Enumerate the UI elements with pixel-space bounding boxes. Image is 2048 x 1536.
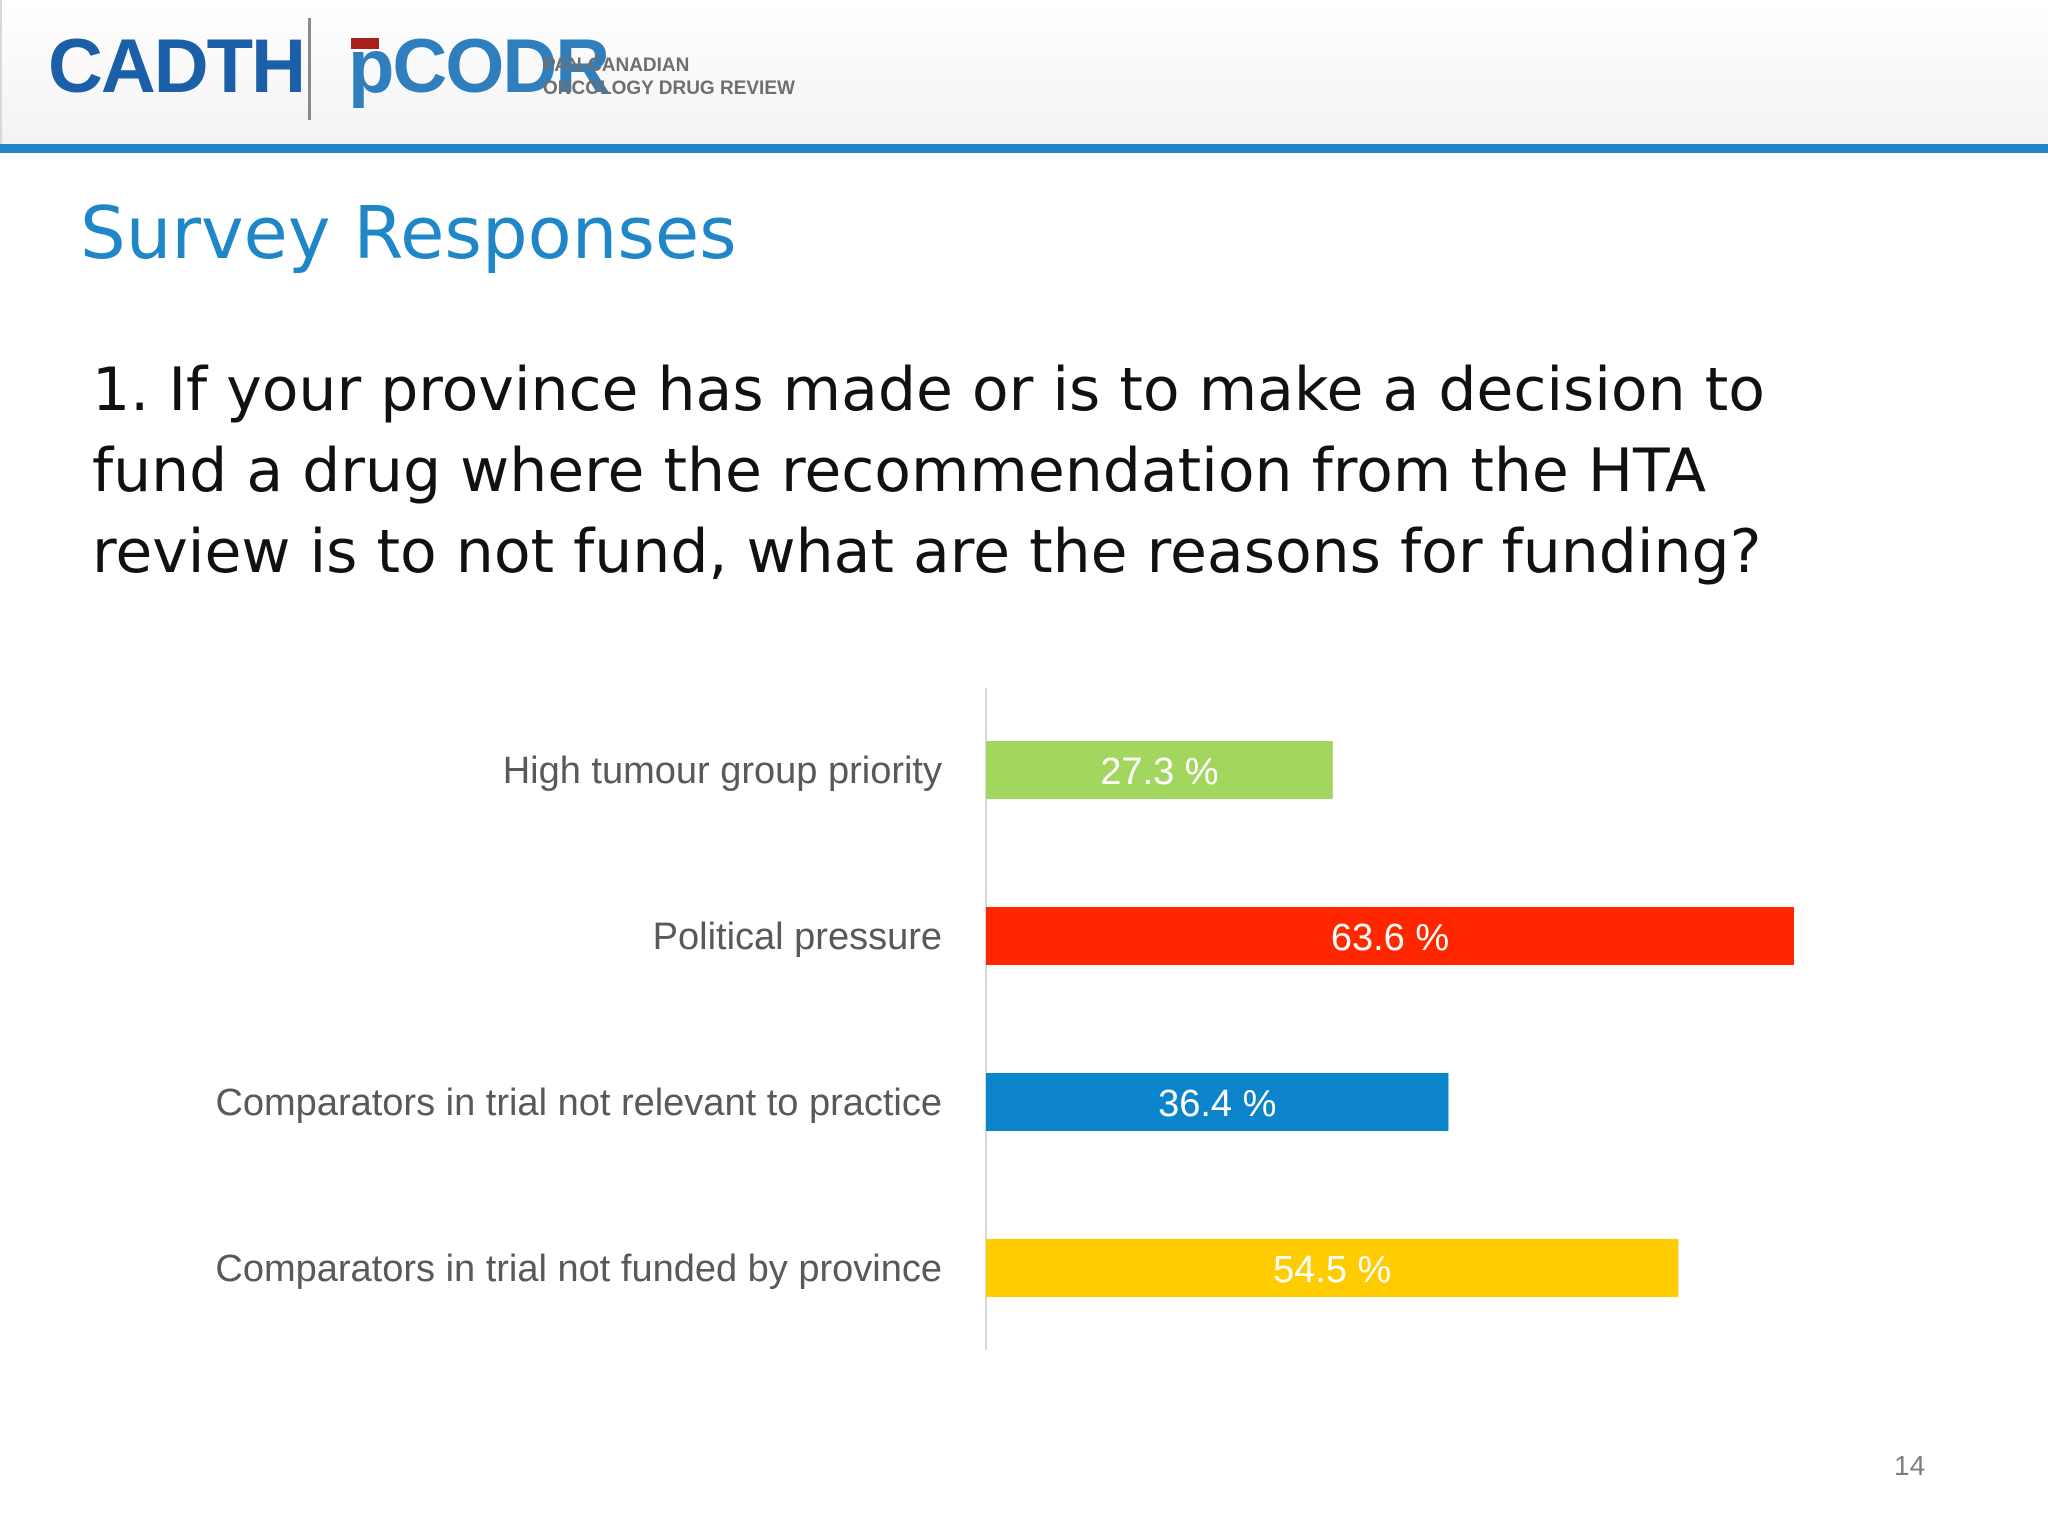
header-rule [0,144,2048,153]
bar-value-label-2: 63.6 % [1331,917,1449,959]
page-number: 14 [1894,1450,1926,1481]
category-label-3: Comparators in trial not relevant to pra… [215,1082,942,1124]
slide-title: Survey Responses [80,191,737,275]
bar-3 [986,1073,1449,1131]
header-band [0,0,2048,144]
category-label-4: Comparators in trial not funded by provi… [215,1248,942,1290]
category-label-2: Political pressure [653,916,942,958]
pcodr-tagline-line1: PAN-CANADIAN [543,55,690,76]
bar-value-label-1: 27.3 % [1100,751,1218,793]
category-label-1: High tumour group priority [503,750,942,792]
bar-value-label-4: 54.5 % [1273,1249,1391,1291]
pcodr-logo: pCODR [348,24,610,109]
survey-question: 1. If your province has made or is to ma… [92,355,1765,587]
cadth-logo: CADTH [48,24,306,109]
bar-4 [986,1239,1679,1297]
pcodr-logo-accent-icon [351,38,379,49]
pcodr-tagline: PAN-CANADIAN ONCOLOGY DRUG REVIEW [543,54,795,100]
pcodr-tagline-line2: ONCOLOGY DRUG REVIEW [543,78,795,99]
bar-value-label-3: 36.4 % [1158,1083,1276,1125]
bar-1 [986,741,1333,799]
bar-2 [986,907,1794,965]
logo-divider [308,18,311,120]
